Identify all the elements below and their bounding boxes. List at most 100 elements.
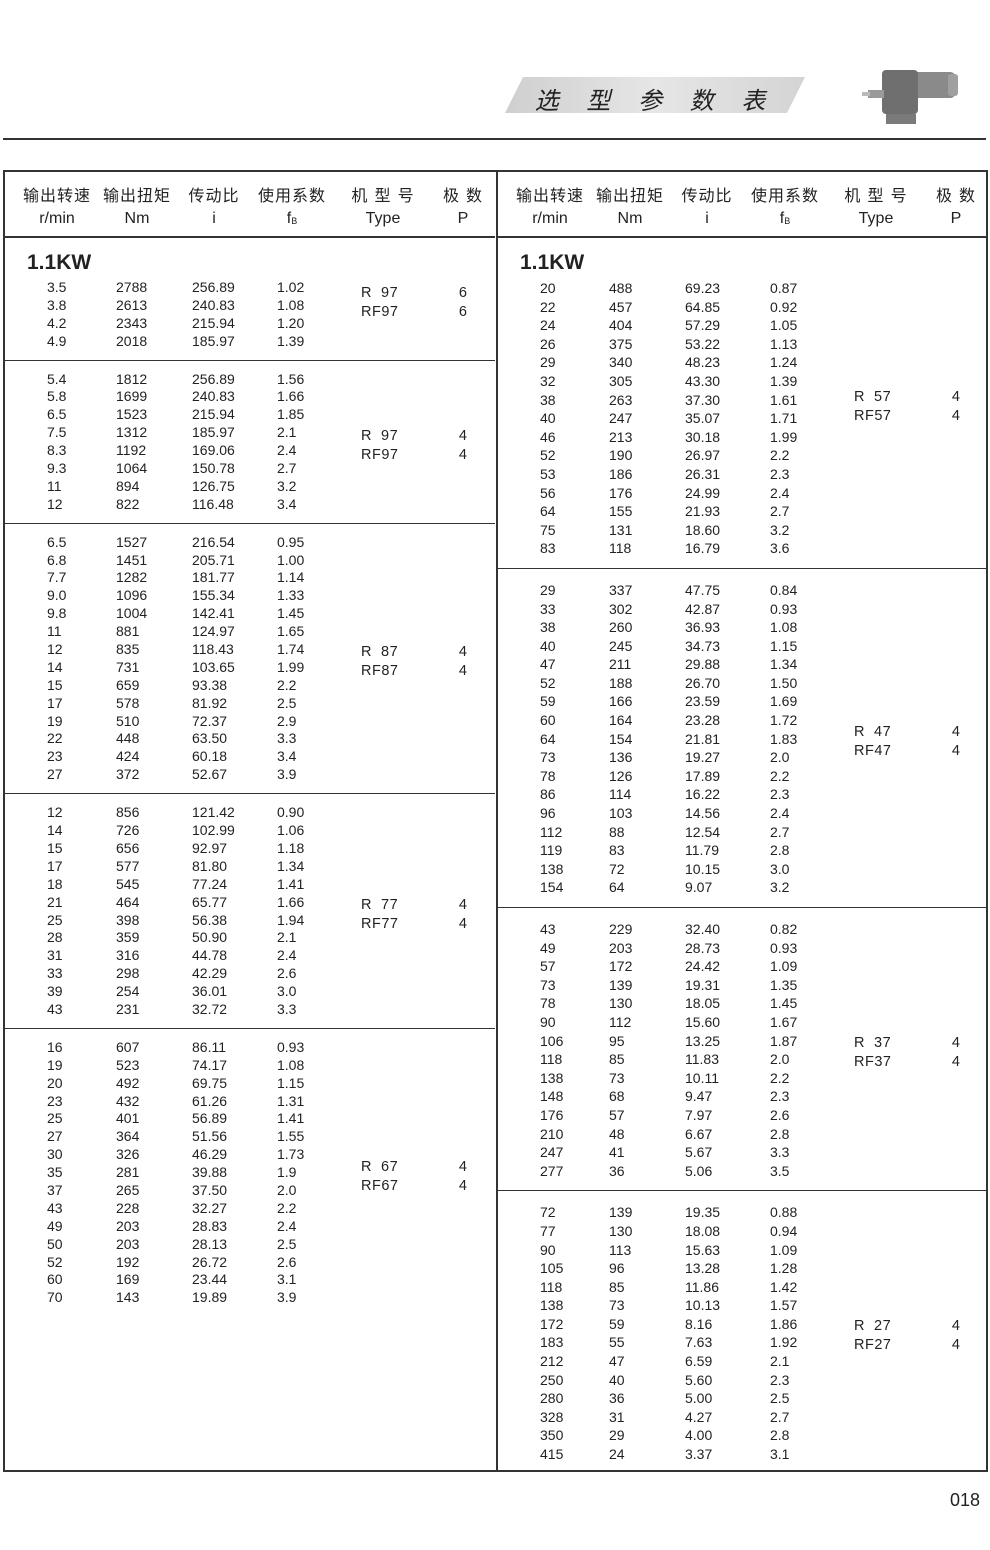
table-row: 19 510 72.37 2.9 [5, 713, 495, 731]
torque-cell: 305 [609, 372, 633, 389]
ratio-cell: 185.97 [192, 424, 235, 441]
speed-cell: 35 [47, 1164, 63, 1181]
pole-value: 4 [458, 1177, 467, 1194]
table-row: 250 40 5.60 2.3 [498, 1371, 988, 1390]
ratio-cell: 124.97 [192, 623, 235, 640]
service-factor-cell: 1.69 [770, 693, 798, 710]
table-row: 4.2 2343 215.94 1.20 [5, 315, 495, 333]
service-factor-cell: 1.41 [277, 1110, 305, 1127]
ratio-cell: 150.78 [192, 460, 235, 477]
ratio-cell: 21.93 [685, 503, 721, 520]
torque-cell: 375 [609, 335, 633, 352]
ratio-cell: 63.50 [192, 730, 228, 747]
unit-poles: P [457, 210, 469, 227]
table-row: 47 211 29.88 1.34 [498, 655, 988, 674]
table-row: 38 260 36.93 1.08 [498, 618, 988, 637]
header-type: 机 型 号 [844, 186, 908, 205]
torque-cell: 169 [116, 1271, 140, 1288]
torque-cell: 130 [609, 995, 633, 1012]
speed-cell: 49 [47, 1217, 63, 1234]
ratio-cell: 12.54 [685, 823, 721, 840]
model-type-label: R 27 [854, 1318, 892, 1335]
ratio-cell: 11.79 [685, 842, 719, 859]
torque-cell: 29 [609, 1427, 625, 1444]
ratio-cell: 185.97 [192, 332, 235, 349]
torque-cell: 83 [609, 842, 625, 859]
speed-cell: 52 [540, 674, 556, 691]
speed-cell: 9.8 [47, 605, 67, 622]
service-factor-cell: 1.74 [277, 641, 305, 658]
table-row: 60 164 23.28 1.72 [498, 711, 988, 730]
pole-value: 4 [951, 407, 960, 424]
torque-cell: 326 [116, 1146, 140, 1163]
ratio-cell: 53.22 [685, 335, 721, 352]
table-row: 22 457 64.85 0.92 [498, 298, 988, 317]
torque-cell: 143 [116, 1289, 140, 1306]
torque-cell: 228 [116, 1199, 140, 1216]
torque-cell: 2788 [116, 279, 148, 295]
service-factor-cell: 1.66 [277, 893, 305, 910]
service-factor-cell: 2.2 [277, 1199, 297, 1216]
header-type: 机 型 号 [351, 186, 415, 205]
model-type-label: RF87 [361, 663, 399, 680]
service-factor-cell: 1.83 [770, 730, 798, 747]
table-row: 138 72 10.15 3.0 [498, 860, 988, 879]
model-type-label: RF97 [361, 446, 399, 463]
service-factor-cell: 1.05 [770, 317, 798, 334]
ratio-cell: 61.26 [192, 1092, 228, 1109]
service-factor-cell: 2.4 [277, 442, 297, 459]
speed-cell: 280 [540, 1390, 564, 1407]
unit-ratio: i [705, 210, 709, 227]
speed-cell: 86 [540, 786, 556, 803]
torque-cell: 492 [116, 1074, 140, 1091]
speed-cell: 33 [47, 965, 63, 982]
pole-value: 4 [951, 723, 960, 740]
service-factor-cell: 3.0 [277, 983, 297, 1000]
pole-value: 4 [458, 896, 467, 913]
ratio-cell: 26.70 [685, 674, 721, 691]
torque-cell: 822 [116, 495, 140, 512]
speed-cell: 25 [47, 911, 63, 928]
torque-cell: 359 [116, 929, 140, 946]
torque-cell: 856 [116, 804, 140, 821]
table-row: 328 31 4.27 2.7 [498, 1408, 988, 1427]
service-factor-cell: 1.42 [770, 1278, 798, 1295]
ratio-cell: 8.16 [685, 1315, 713, 1332]
service-factor-cell: 2.8 [770, 1125, 790, 1142]
speed-cell: 60 [540, 712, 556, 729]
model-type-label: RF27 [854, 1337, 892, 1354]
model-type-label: RF77 [361, 915, 399, 932]
speed-cell: 64 [540, 503, 556, 520]
service-factor-cell: 1.94 [277, 911, 305, 928]
torque-cell: 31 [609, 1408, 625, 1425]
service-factor-cell: 1.45 [770, 995, 798, 1012]
torque-cell: 231 [116, 1000, 140, 1017]
speed-cell: 59 [540, 693, 556, 710]
table-row: 22 448 63.50 3.3 [5, 730, 495, 748]
service-factor-cell: 2.4 [770, 805, 790, 822]
torque-cell: 260 [609, 619, 633, 636]
unit-type: Type [858, 210, 894, 227]
torque-cell: 881 [116, 623, 140, 640]
header-ratio: 传动比 [681, 186, 733, 205]
ratio-cell: 69.23 [685, 280, 721, 296]
speed-cell: 7.5 [47, 424, 67, 441]
table-row: 20 488 69.23 0.87 [498, 279, 988, 298]
table-row: 83 118 16.79 3.6 [498, 539, 988, 558]
torque-cell: 24 [609, 1446, 625, 1463]
torque-cell: 1096 [116, 587, 148, 604]
power-label: 1.1KW [520, 251, 585, 274]
service-factor-cell: 2.6 [277, 965, 297, 982]
speed-cell: 138 [540, 860, 564, 877]
torque-cell: 448 [116, 730, 140, 747]
table-row: 350 29 4.00 2.8 [498, 1426, 988, 1445]
torque-cell: 95 [609, 1032, 625, 1049]
service-factor-cell: 2.5 [277, 1235, 297, 1252]
torque-cell: 229 [609, 921, 633, 937]
service-factor-cell: 1.24 [770, 354, 798, 371]
ratio-cell: 86.11 [192, 1038, 226, 1055]
torque-cell: 523 [116, 1056, 140, 1073]
ratio-cell: 15.60 [685, 1013, 721, 1030]
ratio-cell: 92.97 [192, 839, 228, 856]
torque-cell: 432 [116, 1092, 140, 1109]
